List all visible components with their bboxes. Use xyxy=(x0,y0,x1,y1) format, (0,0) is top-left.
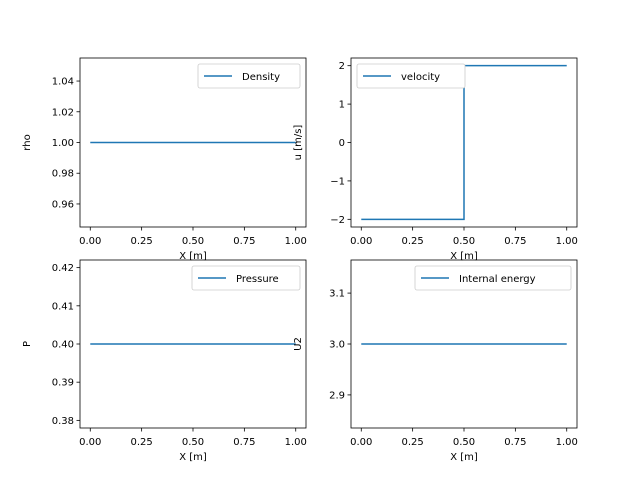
x-axis-label: X [m] xyxy=(179,452,207,463)
x-axis-label: X [m] xyxy=(179,251,207,262)
y-tick-label: 3.0 xyxy=(329,340,345,351)
x-tick-label: 0.00 xyxy=(350,437,372,448)
y-tick-label: 0.96 xyxy=(52,199,74,210)
x-tick-label: 0.25 xyxy=(402,437,424,448)
legend-label: Density xyxy=(242,72,280,83)
y-tick-label: 0.42 xyxy=(52,263,74,274)
x-tick-label: 0.50 xyxy=(182,437,204,448)
x-tick-label: 0.75 xyxy=(504,437,526,448)
legend: Internal energy xyxy=(414,265,572,291)
x-tick-label: 0.00 xyxy=(79,236,101,247)
x-tick-label: 0.50 xyxy=(453,437,475,448)
x-tick-label: 0.00 xyxy=(350,236,372,247)
x-tick-label: 1.00 xyxy=(556,437,578,448)
y-tick-label: 1 xyxy=(339,100,345,111)
x-tick-label: 0.50 xyxy=(453,236,475,247)
legend-box xyxy=(197,63,301,89)
legend: Pressure xyxy=(191,265,301,291)
x-tick-label: 1.00 xyxy=(285,437,307,448)
y-tick-label: 2.9 xyxy=(329,390,345,401)
y-axis-label: P xyxy=(22,341,33,347)
legend-label: Pressure xyxy=(236,274,279,285)
legend-box xyxy=(356,63,466,89)
x-tick-label: 0.25 xyxy=(131,236,153,247)
y-tick-label: −1 xyxy=(330,176,345,187)
subplot-3: 0.00 0.25 0.50 0.75 1.00 0.38 0.39 0.40 0.41 0.42… xyxy=(22,259,307,463)
y-tick-label: 0.39 xyxy=(52,378,74,389)
x-tick-label: 1.00 xyxy=(556,236,578,247)
x-tick-label: 1.00 xyxy=(285,236,307,247)
y-tick-label: 0.40 xyxy=(52,340,74,351)
legend: velocity xyxy=(356,63,466,89)
x-tick-label: 0.25 xyxy=(402,236,424,247)
x-tick-label: 0.25 xyxy=(131,437,153,448)
series-line xyxy=(361,64,567,221)
legend-label: velocity xyxy=(401,72,440,83)
legend: Density xyxy=(197,63,301,89)
y-tick-label: 1.04 xyxy=(52,77,74,88)
subplot-1: 0.00 0.25 0.50 0.75 1.00 0.96 0.98 1.00 1.02 1.04… xyxy=(22,57,307,262)
y-tick-label: 0.98 xyxy=(52,169,74,180)
x-axis-label: X [m] xyxy=(450,452,478,463)
x-tick-label: 0.00 xyxy=(79,437,101,448)
y-tick-label: 0 xyxy=(339,138,345,149)
x-tick-label: 0.75 xyxy=(504,236,526,247)
y-tick-label: 1.00 xyxy=(52,138,74,149)
y-axis-label: rho xyxy=(22,134,33,150)
x-tick-label: 0.75 xyxy=(233,437,255,448)
y-tick-label: 3.1 xyxy=(329,289,345,300)
y-tick-label: 0.38 xyxy=(52,416,74,427)
legend-box xyxy=(414,265,572,291)
y-tick-label: 0.41 xyxy=(52,301,74,312)
y-tick-label: 2 xyxy=(339,61,345,72)
subplot-4: 0.00 0.25 0.50 0.75 1.00 2.9 3.0 3.1 X [m] U2 Inte… xyxy=(293,259,578,463)
y-axis-label: U2 xyxy=(293,337,304,351)
y-tick-label: −2 xyxy=(330,215,345,226)
x-axis-label: X [m] xyxy=(450,251,478,262)
legend-box xyxy=(191,265,301,291)
subplot-2: 0.00 0.25 0.50 0.75 1.00 −2 −1 0 1 2 X [m] u [m/s] v… xyxy=(293,57,578,262)
legend-label: Internal energy xyxy=(459,274,536,285)
x-tick-label: 0.50 xyxy=(182,236,204,247)
y-tick-label: 1.02 xyxy=(52,107,74,118)
x-tick-label: 0.75 xyxy=(233,236,255,247)
y-axis-label: u [m/s] xyxy=(293,125,304,161)
